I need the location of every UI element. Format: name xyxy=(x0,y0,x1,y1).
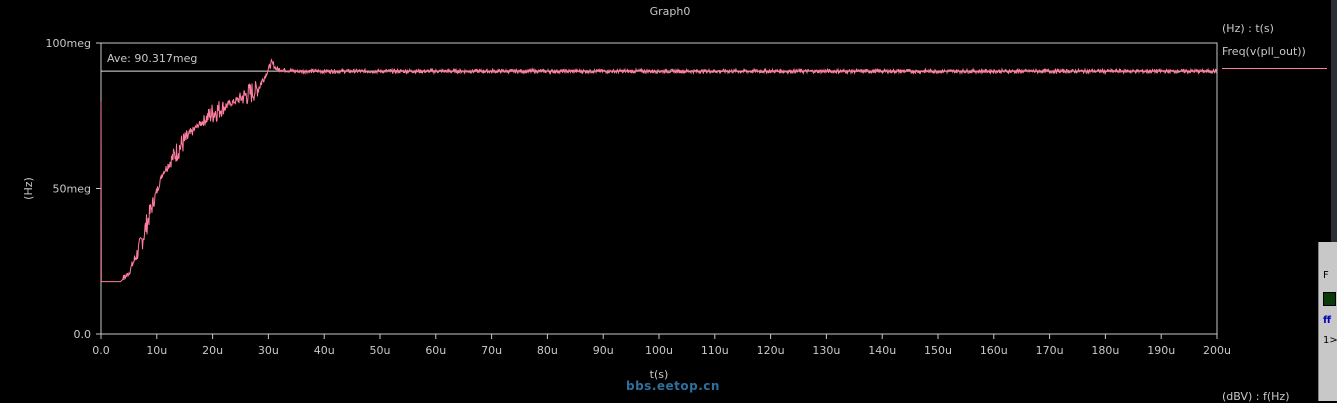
y-tick-label: 0.0 xyxy=(74,328,92,341)
x-tick-label: 160u xyxy=(980,344,1008,357)
x-tick-label: 80u xyxy=(537,344,558,357)
waveform-icon[interactable] xyxy=(1323,292,1336,306)
x-axis-label: t(s) xyxy=(650,368,669,381)
y-unit-label: (Hz) : t(s) xyxy=(1222,22,1274,35)
x-tick-label: 150u xyxy=(924,344,952,357)
bottom-unit-label: (dBV) : f(Hz) xyxy=(1222,390,1290,403)
y-tick-label: 100meg xyxy=(46,37,91,50)
y-axis-label: (Hz) xyxy=(22,177,35,200)
y-tick-label: 50meg xyxy=(53,183,91,196)
legend-swatch xyxy=(1222,68,1327,69)
x-tick-label: 50u xyxy=(370,344,391,357)
side-label-f: F xyxy=(1323,270,1329,281)
x-tick-label: 110u xyxy=(701,344,729,357)
side-label-ff: ff xyxy=(1323,315,1332,326)
x-tick-label: 60u xyxy=(425,344,446,357)
x-tick-label: 90u xyxy=(593,344,614,357)
x-tick-label: 140u xyxy=(868,344,896,357)
x-tick-label: 120u xyxy=(757,344,785,357)
watermark: bbs.eetop.cn xyxy=(626,379,720,393)
x-tick-label: 70u xyxy=(481,344,502,357)
x-tick-label: 40u xyxy=(314,344,335,357)
x-tick-label: 190u xyxy=(1147,344,1175,357)
x-tick-label: 130u xyxy=(812,344,840,357)
x-tick-label: 30u xyxy=(258,344,279,357)
side-window-fragment: F ff 1> xyxy=(1318,242,1337,401)
graph-title: Graph0 xyxy=(649,5,691,18)
side-scrollbar[interactable] xyxy=(1331,0,1337,242)
side-label-prompt: 1> xyxy=(1323,335,1337,346)
x-tick-label: 200u xyxy=(1203,344,1231,357)
x-tick-label: 10u xyxy=(146,344,167,357)
plot-frame xyxy=(100,42,1218,335)
x-tick-label: 20u xyxy=(202,344,223,357)
x-tick-label: 0.0 xyxy=(92,344,110,357)
freq-trace-line xyxy=(100,58,1218,283)
x-tick-label: 100u xyxy=(645,344,673,357)
x-tick-label: 170u xyxy=(1036,344,1064,357)
x-tick-label: 180u xyxy=(1091,344,1119,357)
ave-marker-label: Ave: 90.317meg xyxy=(107,52,198,65)
legend-entry[interactable]: Freq(v(pll_out)) xyxy=(1222,45,1306,58)
